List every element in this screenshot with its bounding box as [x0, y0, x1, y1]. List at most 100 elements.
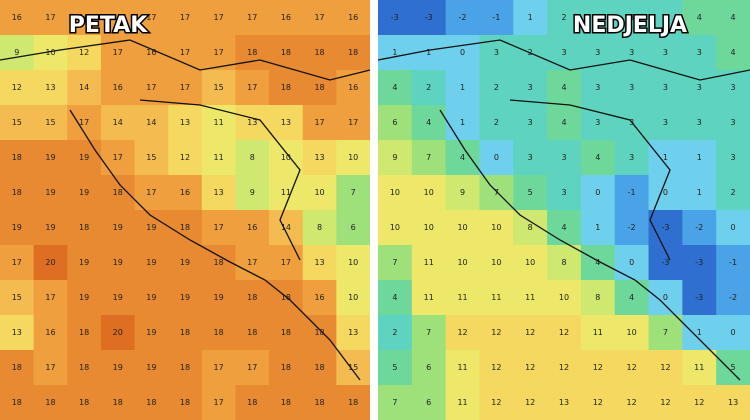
grid-value: 8	[561, 258, 566, 267]
grid-value: 7	[426, 153, 431, 162]
grid-cell	[201, 280, 236, 316]
grid-cell	[378, 70, 413, 106]
grid-cell	[445, 350, 480, 386]
border	[139, 99, 301, 261]
grid-cell	[134, 245, 169, 281]
grid-value: 19	[79, 293, 89, 302]
grid-value: 10	[627, 328, 637, 337]
grid-cell	[201, 140, 236, 176]
grid-cell	[513, 175, 548, 211]
grid-value: 4	[460, 153, 465, 162]
grid-value: 16	[45, 328, 55, 337]
grid-value: 1	[663, 153, 668, 162]
grid-cell	[682, 315, 717, 351]
grid-value: 18	[79, 223, 89, 232]
grid-value: -1	[628, 188, 636, 197]
grid-cell	[648, 0, 683, 36]
grid-value: 19	[45, 188, 55, 197]
grid-value: 2	[595, 13, 600, 22]
grid-value: 18	[281, 83, 291, 92]
grid-value: 17	[214, 363, 224, 372]
grid-value: 13	[559, 398, 569, 407]
grid-value: 17	[281, 258, 291, 267]
grid-value: 19	[113, 363, 123, 372]
grid-cell	[648, 70, 683, 106]
grid-cell	[547, 0, 582, 36]
grid-cell	[378, 175, 413, 211]
grid-cell	[479, 245, 514, 281]
grid-value: 18	[113, 188, 123, 197]
grid-cell	[134, 280, 169, 316]
grid-value: 18	[314, 83, 324, 92]
grid-cell	[168, 315, 203, 351]
grid-cell	[411, 315, 447, 351]
grid-cell	[716, 35, 750, 71]
grid-cell	[682, 35, 717, 71]
grid-cell	[0, 105, 35, 141]
grid-value: 17	[146, 13, 156, 22]
grid-cell	[580, 35, 616, 71]
grid-value: 12	[627, 363, 637, 372]
grid-cell	[100, 280, 136, 316]
grid-cell	[479, 105, 514, 141]
grid-value: 5	[731, 363, 736, 372]
grid-cell	[648, 315, 683, 351]
grid-value: 11	[457, 363, 467, 372]
grid-value: 12	[457, 328, 467, 337]
grid-value: 10	[348, 293, 358, 302]
grid-value: 1	[392, 48, 397, 57]
grid-cell	[336, 35, 371, 71]
grid-cell	[302, 0, 337, 36]
grid-value: 11	[457, 293, 467, 302]
grid-value: 17	[180, 48, 190, 57]
grid-cell	[378, 245, 413, 281]
grid-cell	[100, 70, 136, 106]
grid-value: 15	[45, 118, 55, 127]
grid-cell	[445, 210, 480, 246]
grid-cell	[302, 245, 337, 281]
grid-value: 7	[426, 328, 431, 337]
grid-cell	[33, 70, 68, 106]
grid-cell	[411, 350, 447, 386]
grid-value: 14	[79, 83, 89, 92]
grid-value: 0	[460, 48, 465, 57]
grid-value: 3	[528, 153, 533, 162]
grid-value: 1	[528, 13, 533, 22]
grid-cell	[100, 315, 136, 351]
grid-value: 12	[525, 363, 535, 372]
grid-cell	[100, 210, 136, 246]
grid-value: 0	[663, 188, 668, 197]
grid-cell	[100, 105, 136, 141]
grid-value: 20	[45, 258, 55, 267]
grid-cell	[168, 245, 203, 281]
grid-cell	[168, 0, 203, 36]
grid-value: 11	[694, 363, 704, 372]
grid-value: 18	[348, 398, 358, 407]
grid-value: 4	[426, 118, 431, 127]
grid-value: 19	[79, 258, 89, 267]
grid-value: 3	[697, 118, 702, 127]
grid-value: 4	[392, 293, 397, 302]
grid-value: 18	[314, 398, 324, 407]
grid-value: 6	[351, 223, 356, 232]
grid-cell	[100, 140, 136, 176]
grid-value: 18	[281, 328, 291, 337]
grid-cell	[547, 385, 582, 420]
grid-value: 12	[660, 398, 670, 407]
grid-value: 13	[281, 118, 291, 127]
grid-value: 18	[79, 398, 89, 407]
grid-value: 10	[457, 223, 467, 232]
grid-value: 2	[561, 13, 566, 22]
coastlines	[0, 39, 750, 381]
grid-value: 12	[559, 328, 569, 337]
grid-cell	[0, 315, 35, 351]
grid-cell	[0, 210, 35, 246]
grid-value: 4	[595, 258, 600, 267]
grid-value: 17	[214, 48, 224, 57]
grid-value: 19	[214, 293, 224, 302]
grid-value: 5	[528, 188, 533, 197]
grid-cell	[445, 280, 480, 316]
grid-cell	[614, 315, 650, 351]
grid-cell	[168, 105, 203, 141]
grid-cell	[513, 70, 548, 106]
